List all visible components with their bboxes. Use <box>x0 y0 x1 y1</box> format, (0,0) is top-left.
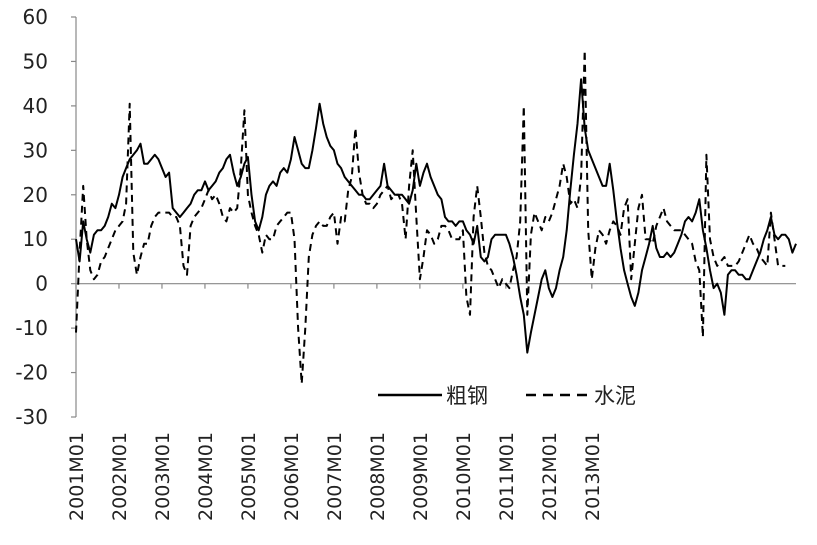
x-tick-label: 2013M01 <box>582 432 604 521</box>
y-tick-label: 60 <box>23 5 48 29</box>
series-line-cement <box>75 49 786 385</box>
x-tick-label: 2011M01 <box>496 432 518 521</box>
legend-label: 粗钢 <box>446 384 488 408</box>
legend-label: 水泥 <box>594 384 636 408</box>
y-tick-label: -20 <box>15 361 48 385</box>
x-tick-label: 2003M01 <box>152 432 174 521</box>
x-tick-label: 2005M01 <box>238 432 260 521</box>
y-tick-label: -30 <box>15 405 48 429</box>
y-tick-label: -10 <box>15 316 48 340</box>
x-tick-label: 2010M01 <box>453 432 475 521</box>
series-line-crude-steel <box>75 78 797 354</box>
x-tick-label: 2004M01 <box>195 432 217 521</box>
y-tick-label: 20 <box>23 183 48 207</box>
axes-layer: 60 50 40 30 20 10 0 -10 -20 -30 2001M01 2002M01 2003… <box>15 5 796 521</box>
x-tick-label: 2001M01 <box>66 432 88 521</box>
y-tick-label: 50 <box>23 49 48 73</box>
x-tick-label: 2008M01 <box>367 432 389 521</box>
y-tick-label: 0 <box>35 272 48 296</box>
y-tick-label: 40 <box>23 94 48 118</box>
y-tick-label: 30 <box>23 138 48 162</box>
x-tick-label: 2007M01 <box>324 432 346 521</box>
y-tick-label: 10 <box>23 227 48 251</box>
x-tick-label: 2012M01 <box>539 432 561 521</box>
x-tick-label: 2006M01 <box>281 432 303 521</box>
legend: 粗钢 水泥 <box>378 384 636 408</box>
x-tick-label: 2009M01 <box>410 432 432 521</box>
x-tick-label: 2002M01 <box>109 432 131 521</box>
series-layer <box>75 49 797 385</box>
